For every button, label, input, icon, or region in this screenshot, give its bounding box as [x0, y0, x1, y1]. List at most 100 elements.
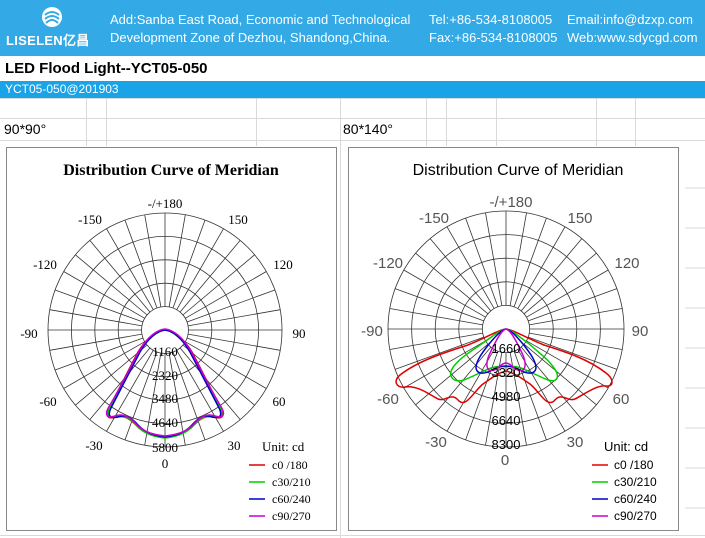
angle-label-p150: 150	[228, 212, 248, 227]
grid-spoke	[182, 254, 255, 316]
curve-c60	[475, 328, 537, 374]
product-title-row: LED Flood Light--YCT05-050	[0, 57, 705, 81]
grid-spoke	[394, 336, 484, 370]
polar-chart-panel-left: Distribution Curve of Meridian -/+180 -1…	[6, 147, 337, 531]
angle-label-180: -/+180	[490, 194, 533, 211]
grid-spoke	[124, 351, 158, 441]
address-line-2: Development Zone of Dezhou, Shandong,Chi…	[110, 30, 391, 45]
beam-angle-label-right: 80*140°	[343, 121, 393, 137]
angle-label-m60: -60	[377, 391, 399, 408]
grid-spoke	[144, 352, 162, 446]
chart-title: Distribution Curve of Meridian	[63, 162, 279, 179]
grid-spoke	[63, 271, 145, 319]
grid-spoke	[523, 252, 597, 315]
ring-label-4: 6640	[492, 413, 521, 428]
grid-spoke	[523, 343, 597, 406]
unit-label: Unit: cd	[262, 439, 305, 454]
grid-spoke	[179, 347, 241, 420]
logo-text: LISELEN亿昌	[6, 33, 90, 48]
grid-spoke	[106, 228, 154, 310]
grid-spoke	[394, 288, 484, 322]
grid-spoke	[509, 212, 527, 306]
product-code: YCT05-050@201903	[5, 82, 119, 96]
fax-text: Fax:+86-534-8108005	[429, 30, 558, 45]
angle-label-m90: -90	[20, 326, 37, 341]
legend-label-c30: c30/210	[272, 475, 311, 489]
grid-spoke	[415, 252, 489, 315]
angle-label-m120: -120	[373, 255, 403, 272]
grid-spoke	[529, 308, 623, 326]
grid-spoke	[144, 214, 162, 308]
angle-label-m30: -30	[85, 438, 102, 453]
grid-spoke	[182, 344, 255, 406]
unit-label: Unit: cd	[604, 439, 648, 454]
angle-label-180: -/+180	[148, 196, 183, 211]
legend-label-c0: c0 /180	[272, 458, 308, 472]
angle-label-m60: -60	[39, 394, 56, 409]
angle-label-m150: -150	[419, 210, 449, 227]
legend-label-c30: c30/210	[614, 475, 657, 489]
grid-spoke	[415, 343, 489, 406]
grid-spoke	[465, 217, 499, 307]
angle-label-m120: -120	[33, 257, 57, 272]
ring-label-1: 1660	[492, 341, 521, 356]
curve-c90	[486, 328, 526, 372]
grid-spoke	[172, 351, 206, 441]
ring-label-4: 4640	[152, 415, 178, 430]
ring-label-5: 5800	[152, 440, 178, 455]
grid-spoke	[528, 336, 618, 370]
angle-label-p30: 30	[228, 438, 241, 453]
legend-label-c60: c60/240	[272, 492, 311, 506]
grid-spoke	[429, 238, 492, 312]
ring-label-1: 1160	[152, 344, 178, 359]
angle-label-p120: 120	[273, 257, 293, 272]
angle-label-p60: 60	[273, 394, 286, 409]
grid-spoke	[185, 341, 267, 389]
angle-label-p90: 90	[293, 326, 306, 341]
grid-spoke	[465, 351, 499, 441]
angle-label-p90: 90	[632, 323, 649, 340]
product-code-row: YCT05-050@201903	[0, 81, 705, 98]
angle-label-0: 0	[501, 452, 509, 469]
grid-spoke	[520, 238, 583, 312]
polar-chart-panel-right: Distribution Curve of Meridian -/+180 -1…	[348, 147, 679, 531]
grid-spoke	[168, 352, 186, 446]
spreadsheet-grid	[0, 98, 705, 538]
grid-spoke	[187, 309, 281, 327]
grid-spoke	[513, 351, 547, 441]
grid-spoke	[75, 254, 148, 316]
grid-spoke	[485, 212, 503, 306]
address-line-1: Add:Sanba East Road, Economic and Techno…	[110, 12, 411, 27]
grid-spoke	[54, 289, 144, 323]
header-banner: LISELEN亿昌 Add:Sanba East Road, Economic …	[0, 0, 705, 56]
company-logo	[42, 7, 62, 27]
grid-spoke	[529, 332, 623, 350]
ring-label-3: 4980	[492, 389, 521, 404]
ring-label-2: 2320	[152, 368, 178, 383]
grid-spoke	[186, 337, 276, 371]
polar-grid	[387, 210, 625, 448]
polar-grid	[47, 212, 283, 448]
chart-title: Distribution Curve of Meridian	[413, 162, 624, 179]
curve-c0	[395, 328, 613, 404]
angle-label-p150: 150	[567, 210, 592, 227]
grid-spoke	[168, 214, 186, 308]
ring-label-5: 8300	[492, 437, 521, 452]
grid-spoke	[446, 226, 495, 309]
grid-spoke	[89, 240, 151, 313]
legend-label-c60: c60/240	[614, 492, 657, 506]
grid-spoke	[520, 346, 583, 420]
legend-label-c90: c90/270	[272, 509, 311, 523]
grid-spoke	[172, 219, 206, 309]
grid-spoke	[517, 226, 566, 309]
ring-label-2: 3320	[492, 365, 521, 380]
beam-angle-label-left: 90*90°	[4, 121, 47, 137]
grid-spoke	[403, 269, 486, 318]
grid-spoke	[526, 340, 609, 389]
angle-label-p60: 60	[613, 391, 630, 408]
product-title: LED Flood Light--YCT05-050	[5, 60, 208, 77]
ring-label-3: 3480	[152, 391, 178, 406]
email-text: Email:info@dzxp.com	[567, 12, 693, 27]
legend-label-c90: c90/270	[614, 509, 657, 523]
angle-label-m30: -30	[425, 434, 447, 451]
